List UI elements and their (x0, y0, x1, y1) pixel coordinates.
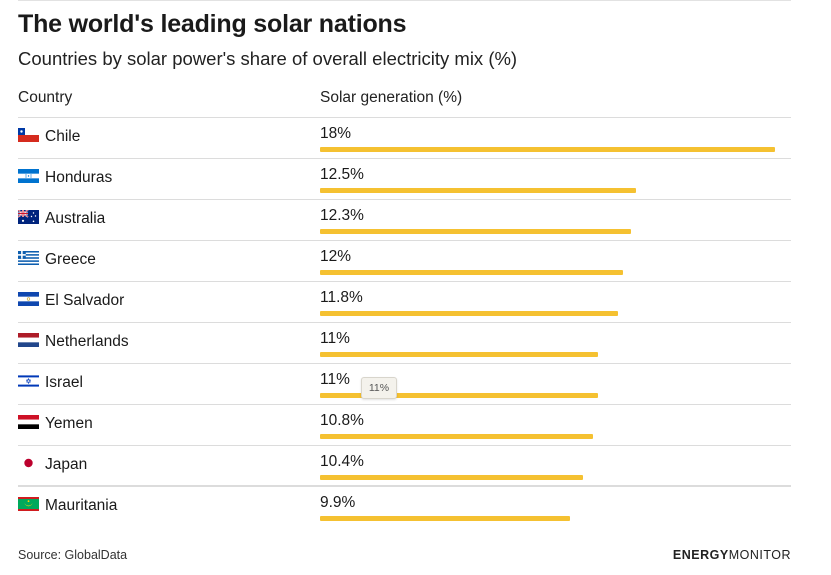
bar-tooltip: 11% (361, 377, 397, 399)
row-divider (18, 281, 791, 282)
category-label: Israel (45, 374, 83, 391)
chart-row: Mauritania 9.9% (18, 486, 791, 527)
row-divider (18, 445, 791, 446)
japan-flag-icon (18, 456, 39, 470)
chart-title: The world's leading solar nations (18, 10, 407, 38)
row-divider (18, 486, 791, 487)
chile-flag-icon (18, 128, 39, 142)
chart-row: El Salvador 11.8% (18, 281, 791, 322)
bar[interactable] (320, 475, 583, 480)
category-label: Australia (45, 210, 106, 227)
greece-flag-icon (18, 251, 39, 265)
data-label: 11% (320, 371, 350, 388)
row-divider (18, 158, 791, 159)
chart-row: Israel 11% (18, 363, 791, 404)
data-label: 11% (320, 330, 350, 347)
category-label: Greece (45, 251, 96, 268)
chart-row: Yemen 10.8% (18, 404, 791, 445)
bar[interactable] (320, 516, 571, 521)
category-label: Netherlands (45, 333, 129, 350)
data-label: 12.5% (320, 166, 364, 183)
category-label: Yemen (45, 415, 93, 432)
mauritania-flag-icon (18, 497, 39, 511)
row-divider (18, 117, 791, 118)
bar[interactable] (320, 352, 599, 357)
brand-logo-part1: ENERGY (672, 548, 729, 562)
category-label: Japan (45, 456, 88, 473)
chart-row: Chile 18% (18, 117, 791, 158)
category-label: Honduras (45, 169, 113, 186)
row-divider (18, 404, 791, 405)
chart-row: Honduras 12.5% (18, 158, 791, 199)
top-rule (18, 0, 791, 1)
chart-subtitle: Countries by solar power's share of over… (18, 48, 518, 69)
data-label: 12% (320, 248, 352, 265)
column-header-country: Country (18, 89, 73, 106)
bar[interactable] (320, 434, 593, 439)
israel-flag-icon (18, 374, 39, 388)
bar[interactable] (320, 147, 775, 152)
brand-logo: ENERGYMONITOR (673, 548, 791, 562)
row-divider (18, 322, 791, 323)
yemen-flag-icon (18, 415, 39, 429)
bar[interactable] (320, 270, 624, 275)
data-label: 10.4% (320, 453, 364, 470)
netherlands-flag-icon (18, 333, 39, 347)
column-header-solar-generation: Solar generation (%) (320, 89, 463, 106)
data-label: 18% (320, 125, 352, 142)
row-divider (18, 199, 791, 200)
category-label: El Salvador (45, 292, 125, 309)
data-label: 9.9% (320, 494, 356, 511)
data-label: 11.8% (320, 289, 363, 306)
el-salvador-flag-icon (18, 292, 39, 306)
bottom-rule (18, 485, 791, 486)
category-label: Mauritania (45, 497, 118, 514)
bar[interactable] (320, 188, 636, 193)
bar[interactable] (320, 229, 631, 234)
data-label: 12.3% (320, 207, 364, 224)
row-divider (18, 240, 791, 241)
row-divider (18, 363, 791, 364)
australia-flag-icon (18, 210, 39, 224)
honduras-flag-icon (18, 169, 39, 183)
category-label: Chile (45, 128, 81, 145)
chart-row: Netherlands 11% (18, 322, 791, 363)
chart-row: Australia 12.3% (18, 199, 791, 240)
bar[interactable] (320, 311, 619, 316)
brand-logo-part2: MONITOR (728, 548, 791, 562)
source-note: Source: GlobalData (18, 548, 128, 562)
data-label: 10.8% (320, 412, 364, 429)
bar[interactable] (320, 393, 599, 398)
chart-row: Greece 12% (18, 240, 791, 281)
chart-row: Japan 10.4% (18, 445, 791, 486)
